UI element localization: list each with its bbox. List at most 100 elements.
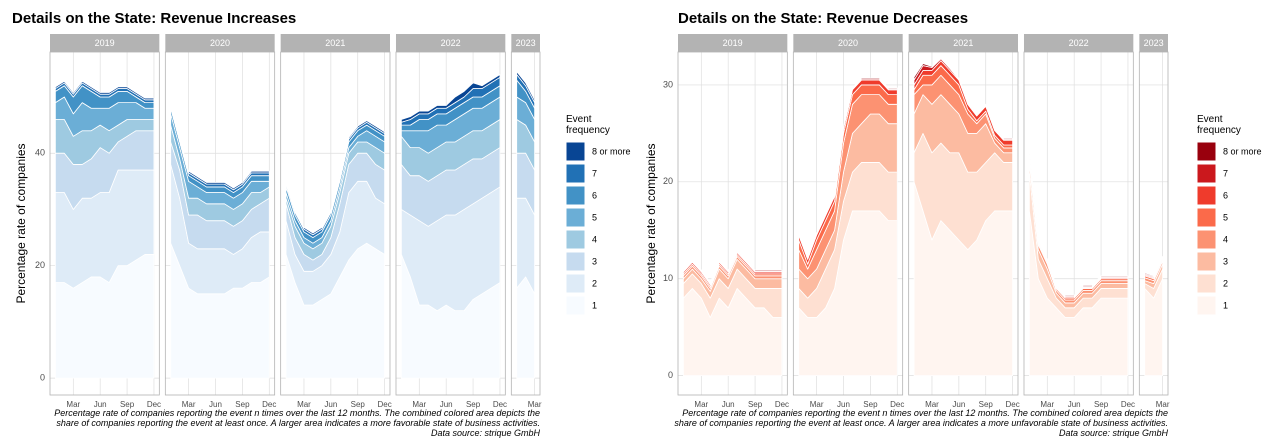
x-tick-label: Mar [1040,400,1054,409]
x-tick-label: Dec [890,400,904,409]
legend-label: 7 [1223,168,1228,178]
legend-swatch [565,295,586,316]
area [798,77,898,259]
y-tick-label: 40 [35,148,45,158]
strip-label: 2022 [1069,38,1089,48]
x-tick-label: Sep [979,400,994,409]
panel-border [792,51,904,396]
x-tick-label: Mar [694,400,708,409]
legend-title: Event frequency [1197,114,1241,136]
x-tick-label: Sep [466,400,481,409]
caption: Percentage rate of companies reporting t… [54,408,540,438]
x-tick-label: Dec [377,400,391,409]
panel-border [677,51,788,396]
legend-label: 8 or more [1223,146,1262,156]
legend-swatch [1196,295,1217,316]
x-tick-label: Dec [775,400,789,409]
legend-label: 1 [1223,300,1228,310]
chart-title: Details on the State: Revenue Decreases [678,10,968,27]
y-tick-label: 20 [663,176,673,186]
legend-swatch [565,273,586,294]
x-tick-label: Mar [810,400,824,409]
legend-swatch [565,207,586,228]
legend-label: 3 [592,256,597,266]
area [516,71,536,104]
legend-swatch [1196,207,1217,228]
x-tick-label: Jun [440,400,453,409]
area [682,250,783,284]
legend-swatch [565,141,586,162]
legend-label: 5 [1223,212,1228,222]
y-axis-label: Percentage rate of companies [644,143,658,303]
legend-label: 8 or more [592,146,631,156]
x-tick-label: Jun [1068,400,1081,409]
legend-swatch [565,251,586,272]
strip [511,34,540,52]
panel-border [1138,51,1169,396]
y-tick-label: 30 [663,79,673,89]
panel-border [280,51,391,396]
caption: Percentage rate of companies reporting t… [674,408,1168,438]
panel-border [1023,51,1134,396]
y-axis-label: Percentage rate of companies [14,143,28,303]
legend-swatch [1196,141,1217,162]
x-tick-label: Mar [182,400,196,409]
legend-swatch [1196,273,1217,294]
x-tick-label: Mar [528,400,542,409]
y-tick-label: 0 [40,373,45,383]
x-tick-label: Jun [94,400,107,409]
strip-label: 2020 [838,38,858,48]
strip [793,34,903,52]
area [170,103,270,191]
legend-swatch [1196,163,1217,184]
strip-label: 2023 [1144,38,1164,48]
x-tick-label: Mar [925,400,939,409]
legend-swatch [1196,251,1217,272]
legend-swatch [565,163,586,184]
strip [1139,34,1168,52]
strip [50,34,160,52]
strip-label: 2023 [516,38,536,48]
panel-border [395,51,506,396]
x-tick-label: Mar [412,400,426,409]
area [1144,256,1164,278]
legend-label: 5 [592,212,597,222]
x-tick-label: Dec [1121,400,1135,409]
x-tick-label: Mar [297,400,311,409]
strip [165,34,275,52]
strip [395,34,506,52]
x-tick-label: Jun [209,400,222,409]
y-tick-label: 0 [668,370,673,380]
x-tick-label: Mar [1156,400,1170,409]
x-tick-label: Sep [235,400,250,409]
y-tick-label: 10 [663,273,673,283]
legend-label: 7 [592,168,597,178]
chart-title: Details on the State: Revenue Increases [12,10,296,27]
x-tick-label: Jun [324,400,337,409]
strip-label: 2019 [723,38,743,48]
legend-label: 2 [1223,278,1228,288]
x-tick-label: Sep [120,400,135,409]
strip [678,34,788,52]
legend-label: 4 [1223,234,1228,244]
panel-border [164,51,276,396]
legend-title: Event frequency [566,114,610,136]
legend-label: 3 [1223,256,1228,266]
area [516,276,536,379]
x-tick-label: Sep [351,400,366,409]
legend-swatch [1196,229,1217,250]
legend-swatch [1196,185,1217,206]
x-tick-label: Sep [748,400,763,409]
strip [1023,34,1134,52]
strip-label: 2020 [210,38,230,48]
strip [280,34,390,52]
strip-label: 2021 [953,38,973,48]
strip-label: 2019 [95,38,115,48]
panel-border [49,51,160,396]
x-tick-label: Jun [722,400,735,409]
legend-label: 1 [592,300,597,310]
legend-swatch [565,185,586,206]
legend-label: 4 [592,234,597,244]
